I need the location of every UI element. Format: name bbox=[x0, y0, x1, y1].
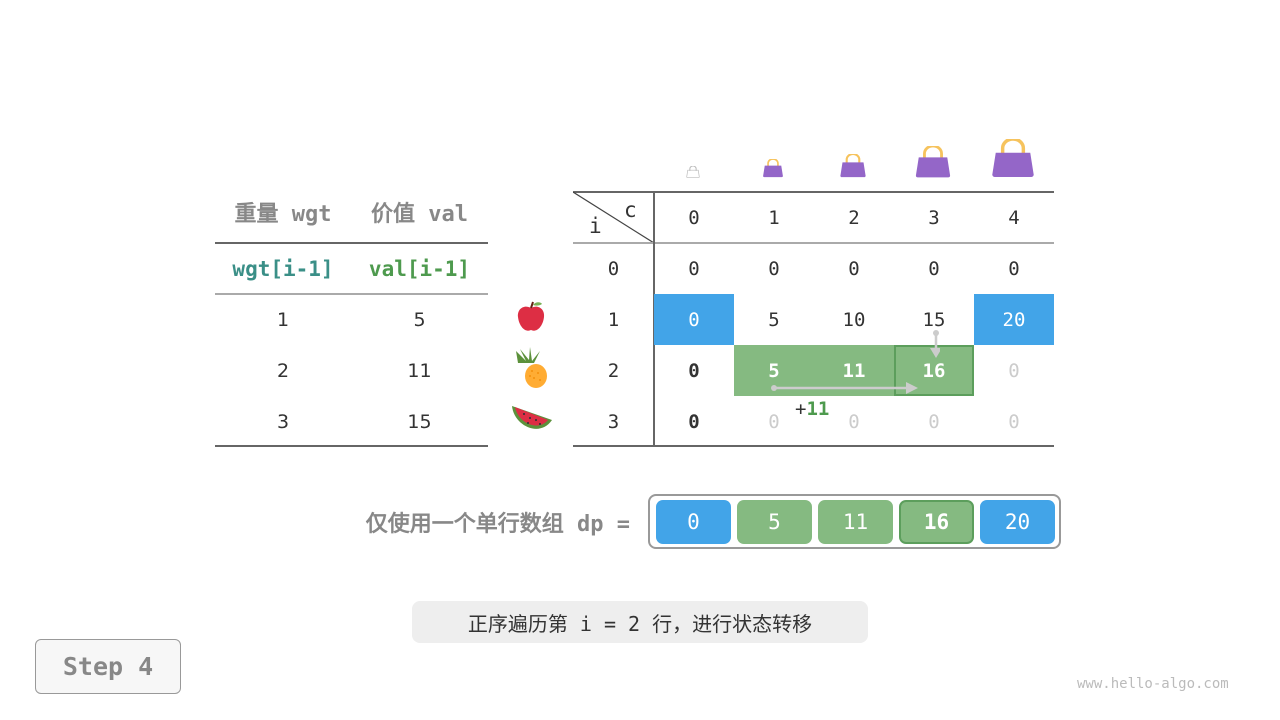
dp-cell: 20 bbox=[974, 294, 1054, 345]
dp-cell: 0 bbox=[768, 257, 780, 280]
row-header: 1 bbox=[607, 308, 620, 331]
apple-icon bbox=[517, 301, 545, 331]
divider bbox=[215, 242, 488, 244]
dp-cell: 0 bbox=[654, 294, 734, 345]
row-header: 2 bbox=[607, 359, 620, 382]
dp-cell: 15 bbox=[922, 308, 946, 331]
dp-cell: 0 bbox=[1008, 410, 1020, 433]
dp-cell: 0 bbox=[848, 257, 860, 280]
wgt-subheader: wgt[i-1] bbox=[232, 256, 334, 281]
item-weight: 2 bbox=[276, 359, 290, 382]
caption: 正序遍历第 i = 2 行，进行状态转移 bbox=[412, 601, 868, 643]
dp-cell: 5 bbox=[768, 308, 780, 331]
dp-cell: 0 bbox=[1008, 257, 1020, 280]
dp-array-cell: 0 bbox=[656, 500, 731, 544]
plus-sign: + bbox=[795, 398, 807, 420]
row-header: 3 bbox=[607, 410, 620, 433]
val-subheader: val[i-1] bbox=[368, 256, 471, 281]
col-header: 4 bbox=[1008, 206, 1020, 229]
weight-header: 重量 wgt bbox=[234, 202, 332, 227]
col-header: 3 bbox=[928, 206, 940, 229]
item-value: 11 bbox=[407, 359, 432, 382]
divider bbox=[573, 191, 1054, 193]
bag-icon-1 bbox=[763, 159, 783, 178]
plus-annotation: +11 bbox=[795, 398, 829, 420]
dp-cell: 0 bbox=[688, 257, 700, 280]
item-value: 15 bbox=[407, 410, 432, 433]
watermark: www.hello-algo.com bbox=[1077, 676, 1229, 692]
pineapple-icon bbox=[516, 347, 547, 388]
bag-icon-3 bbox=[915, 145, 951, 178]
bag-icon-2 bbox=[840, 154, 866, 178]
dp-cell: 0 bbox=[1008, 359, 1020, 382]
item-value: 5 bbox=[413, 308, 426, 331]
divider bbox=[215, 293, 488, 295]
divider bbox=[573, 242, 1054, 244]
dp-cell: 0 bbox=[928, 257, 940, 280]
dp-array-cell: 16 bbox=[899, 500, 974, 544]
item-weight: 3 bbox=[276, 410, 290, 433]
corner-col-label: c bbox=[624, 198, 637, 222]
dp-array-cell: 5 bbox=[737, 500, 812, 544]
corner-row-label: i bbox=[589, 214, 602, 238]
col-header: 2 bbox=[848, 206, 860, 229]
corner-diagonal bbox=[573, 192, 654, 243]
bag-icon-4 bbox=[992, 138, 1034, 177]
dp-cell: 10 bbox=[842, 308, 866, 331]
col-header: 0 bbox=[688, 206, 700, 229]
added-value: 11 bbox=[806, 398, 830, 420]
divider bbox=[573, 445, 1054, 447]
dp-cell: 0 bbox=[688, 359, 700, 382]
bag-icon-0 bbox=[686, 166, 700, 178]
dp-cell: 0 bbox=[848, 410, 860, 433]
col-header: 1 bbox=[768, 206, 780, 229]
dp-cell: 0 bbox=[928, 410, 940, 433]
item-weight: 1 bbox=[276, 308, 290, 331]
step-label: Step 4 bbox=[35, 639, 181, 694]
divider bbox=[215, 445, 488, 447]
dp-array-cell: 11 bbox=[818, 500, 893, 544]
dp-array-label: 仅使用一个单行数组 dp = bbox=[365, 512, 630, 537]
dp-array-cell: 20 bbox=[980, 500, 1055, 544]
dp-cell: 0 bbox=[768, 410, 780, 433]
transition-arrows bbox=[771, 330, 940, 394]
row-header: 0 bbox=[607, 257, 620, 280]
dp-array bbox=[648, 494, 1061, 549]
watermelon-icon bbox=[512, 406, 552, 429]
dp-cell: 0 bbox=[688, 410, 700, 433]
value-header: 价值 val bbox=[371, 202, 468, 227]
